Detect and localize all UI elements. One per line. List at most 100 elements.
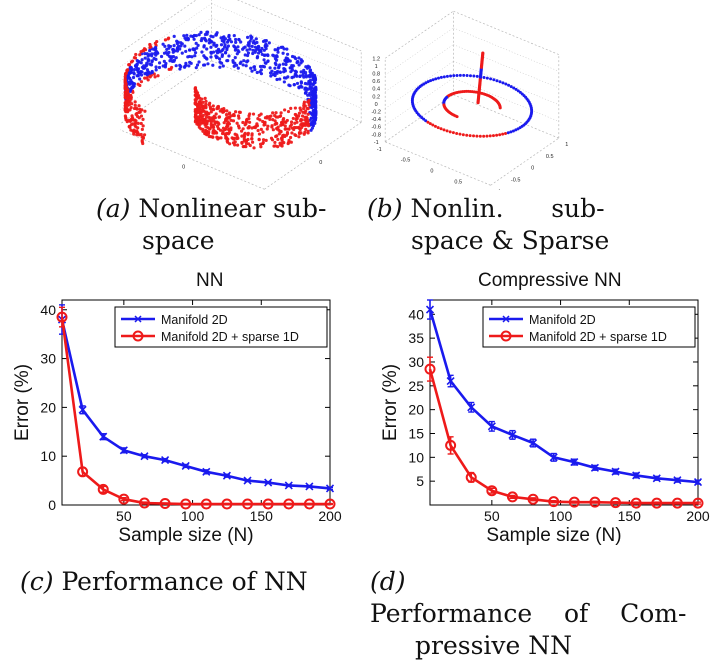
chart-d-ytick-label: 20 bbox=[408, 402, 424, 418]
figure-a-point bbox=[237, 126, 241, 130]
figure-b-outer-point bbox=[482, 134, 486, 138]
figure-a-point bbox=[199, 30, 203, 34]
figure-b-y-tick-label: 1 bbox=[565, 142, 568, 148]
figure-a-point bbox=[140, 58, 144, 62]
figure-a-point bbox=[150, 60, 154, 64]
figure-a-point bbox=[235, 143, 240, 147]
figure-a-point bbox=[192, 37, 196, 41]
figure-a-point bbox=[250, 35, 254, 39]
figure-a-point bbox=[207, 112, 211, 116]
figure-a-point bbox=[269, 74, 273, 78]
figure-a-point bbox=[259, 112, 263, 116]
figure-b-outer-point bbox=[495, 133, 499, 137]
figure-b-outer-point bbox=[468, 134, 472, 138]
chart-c-series-1-point bbox=[303, 498, 315, 510]
figure-a-point bbox=[139, 121, 143, 126]
caption-c-letter: (c) bbox=[20, 567, 54, 596]
figure-a-point bbox=[246, 137, 250, 142]
figure-a-point bbox=[220, 53, 225, 57]
figure-b-outer-point bbox=[426, 120, 430, 124]
caption-c-text: Performance of NN bbox=[61, 567, 308, 596]
figure-a-point bbox=[138, 53, 142, 57]
figure-a-point bbox=[214, 112, 218, 116]
figure-a-point bbox=[310, 71, 314, 75]
figure-a-point bbox=[293, 106, 297, 110]
figure-a-point bbox=[275, 126, 279, 131]
figure-a-point bbox=[307, 103, 311, 107]
figure-a-point bbox=[234, 63, 239, 67]
figure-b-box-edge bbox=[385, 94, 454, 143]
figure-a-point bbox=[250, 69, 254, 73]
figure-a-point bbox=[257, 132, 262, 136]
figure-a-point bbox=[263, 116, 268, 120]
figure-b-outer-point bbox=[458, 73, 462, 77]
figure-b-outer-point bbox=[507, 83, 511, 87]
chart-c-ytick-label: 40 bbox=[40, 302, 56, 318]
chart-c-ytick-label: 20 bbox=[40, 399, 56, 415]
figure-b-y-tick-label: -1 bbox=[496, 189, 501, 190]
chart-d-series-0-point bbox=[673, 476, 682, 485]
figure-a-point bbox=[246, 59, 250, 63]
figure-a-point bbox=[136, 82, 140, 86]
figure-b-outer-point bbox=[434, 77, 438, 81]
figure-a-point bbox=[171, 50, 175, 54]
figure-a-point bbox=[148, 45, 152, 50]
figure-a-point bbox=[278, 141, 282, 145]
figure-a-point bbox=[221, 47, 225, 51]
figure-b-outer-point bbox=[439, 127, 443, 131]
figure-a-point bbox=[180, 51, 184, 55]
figure-a-point bbox=[200, 97, 204, 101]
figure-a-point bbox=[161, 42, 165, 46]
figure-a-point bbox=[225, 109, 229, 113]
figure-a-point bbox=[273, 66, 277, 70]
figure-b-outer-point bbox=[498, 133, 502, 137]
figure-a-point bbox=[189, 34, 193, 38]
figure-a-point bbox=[145, 68, 150, 72]
figure-b-outer-point bbox=[475, 74, 479, 78]
chart-c-series-1-point bbox=[97, 483, 109, 495]
figure-b-z-tick-label: -0.8 bbox=[371, 132, 380, 138]
figure-a-point bbox=[212, 125, 216, 129]
figure-b-outer-point bbox=[501, 132, 505, 136]
figure-b-grid-line bbox=[385, 27, 454, 76]
chart-c-series-0-point bbox=[325, 484, 335, 493]
figure-a-point bbox=[219, 43, 224, 47]
figure-b-outer-point bbox=[422, 117, 426, 121]
figure-a-point bbox=[291, 64, 295, 68]
figure-a-point bbox=[276, 46, 280, 50]
figure-a-point bbox=[211, 107, 216, 112]
chart-d-series-0-point bbox=[467, 403, 476, 412]
figure-a-point bbox=[135, 74, 139, 78]
figure-a-point bbox=[206, 62, 210, 66]
figure-a-point bbox=[162, 59, 166, 63]
figure-a-point bbox=[271, 117, 275, 122]
chart-d-series-1-point bbox=[651, 497, 663, 509]
figure-a-point bbox=[233, 143, 237, 147]
figure-a-point bbox=[148, 62, 152, 66]
figure-a-point bbox=[241, 127, 245, 131]
figure-b-outer-point bbox=[518, 126, 522, 130]
figure-a-point bbox=[209, 45, 213, 49]
figure-b-outer-point bbox=[495, 79, 499, 83]
figure-a-point bbox=[294, 70, 298, 74]
figure-a-point bbox=[145, 52, 149, 56]
figure-b-x-tick-label: 0 bbox=[430, 169, 433, 175]
chart-d-legend bbox=[482, 306, 696, 348]
figure-a-point bbox=[240, 134, 244, 138]
figure-b-3d-scatter: 1.210.80.60.40.20-0.2-0.4-0.6-0.8-1-1-0.… bbox=[371, 10, 568, 196]
chart-c-series-0-point bbox=[181, 461, 190, 471]
figure-a-point bbox=[193, 51, 198, 55]
figure-b-x-tick-label: -0.5 bbox=[401, 158, 410, 164]
figure-a-point bbox=[285, 52, 290, 56]
figure-a-point bbox=[143, 109, 147, 113]
figure-a-point bbox=[125, 68, 129, 73]
figure-a-point bbox=[275, 55, 279, 59]
figure-a-point bbox=[302, 68, 306, 72]
chart-d-series-1-point bbox=[506, 491, 518, 503]
figure-b-outer-point bbox=[512, 86, 516, 90]
figure-b-outer-point bbox=[468, 74, 472, 78]
figure-a-point bbox=[128, 125, 132, 129]
figure-a-point bbox=[216, 136, 221, 140]
figure-a-point bbox=[211, 63, 215, 67]
figure-a-point bbox=[197, 60, 201, 64]
